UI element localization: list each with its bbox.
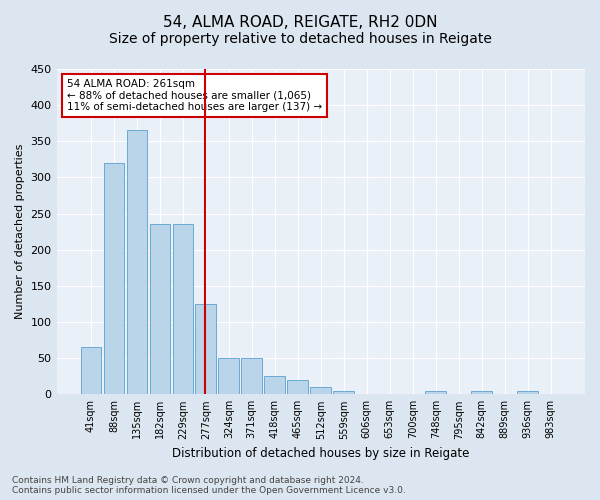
Bar [173, 224, 193, 394]
Bar [517, 390, 538, 394]
Text: 54, ALMA ROAD, REIGATE, RH2 0DN: 54, ALMA ROAD, REIGATE, RH2 0DN [163, 15, 437, 30]
Text: 54 ALMA ROAD: 261sqm
← 88% of detached houses are smaller (1,065)
11% of semi-de: 54 ALMA ROAD: 261sqm ← 88% of detached h… [67, 79, 322, 112]
Bar [472, 390, 492, 394]
Bar [265, 376, 285, 394]
Bar [104, 163, 124, 394]
Text: Size of property relative to detached houses in Reigate: Size of property relative to detached ho… [109, 32, 491, 46]
Bar [425, 390, 446, 394]
Bar [241, 358, 262, 395]
Text: Contains HM Land Registry data © Crown copyright and database right 2024.
Contai: Contains HM Land Registry data © Crown c… [12, 476, 406, 495]
Bar [127, 130, 147, 394]
Y-axis label: Number of detached properties: Number of detached properties [15, 144, 25, 320]
Bar [149, 224, 170, 394]
Bar [80, 348, 101, 395]
Bar [334, 390, 354, 394]
Bar [218, 358, 239, 395]
Bar [287, 380, 308, 394]
X-axis label: Distribution of detached houses by size in Reigate: Distribution of detached houses by size … [172, 447, 469, 460]
Bar [196, 304, 216, 394]
Bar [310, 387, 331, 394]
